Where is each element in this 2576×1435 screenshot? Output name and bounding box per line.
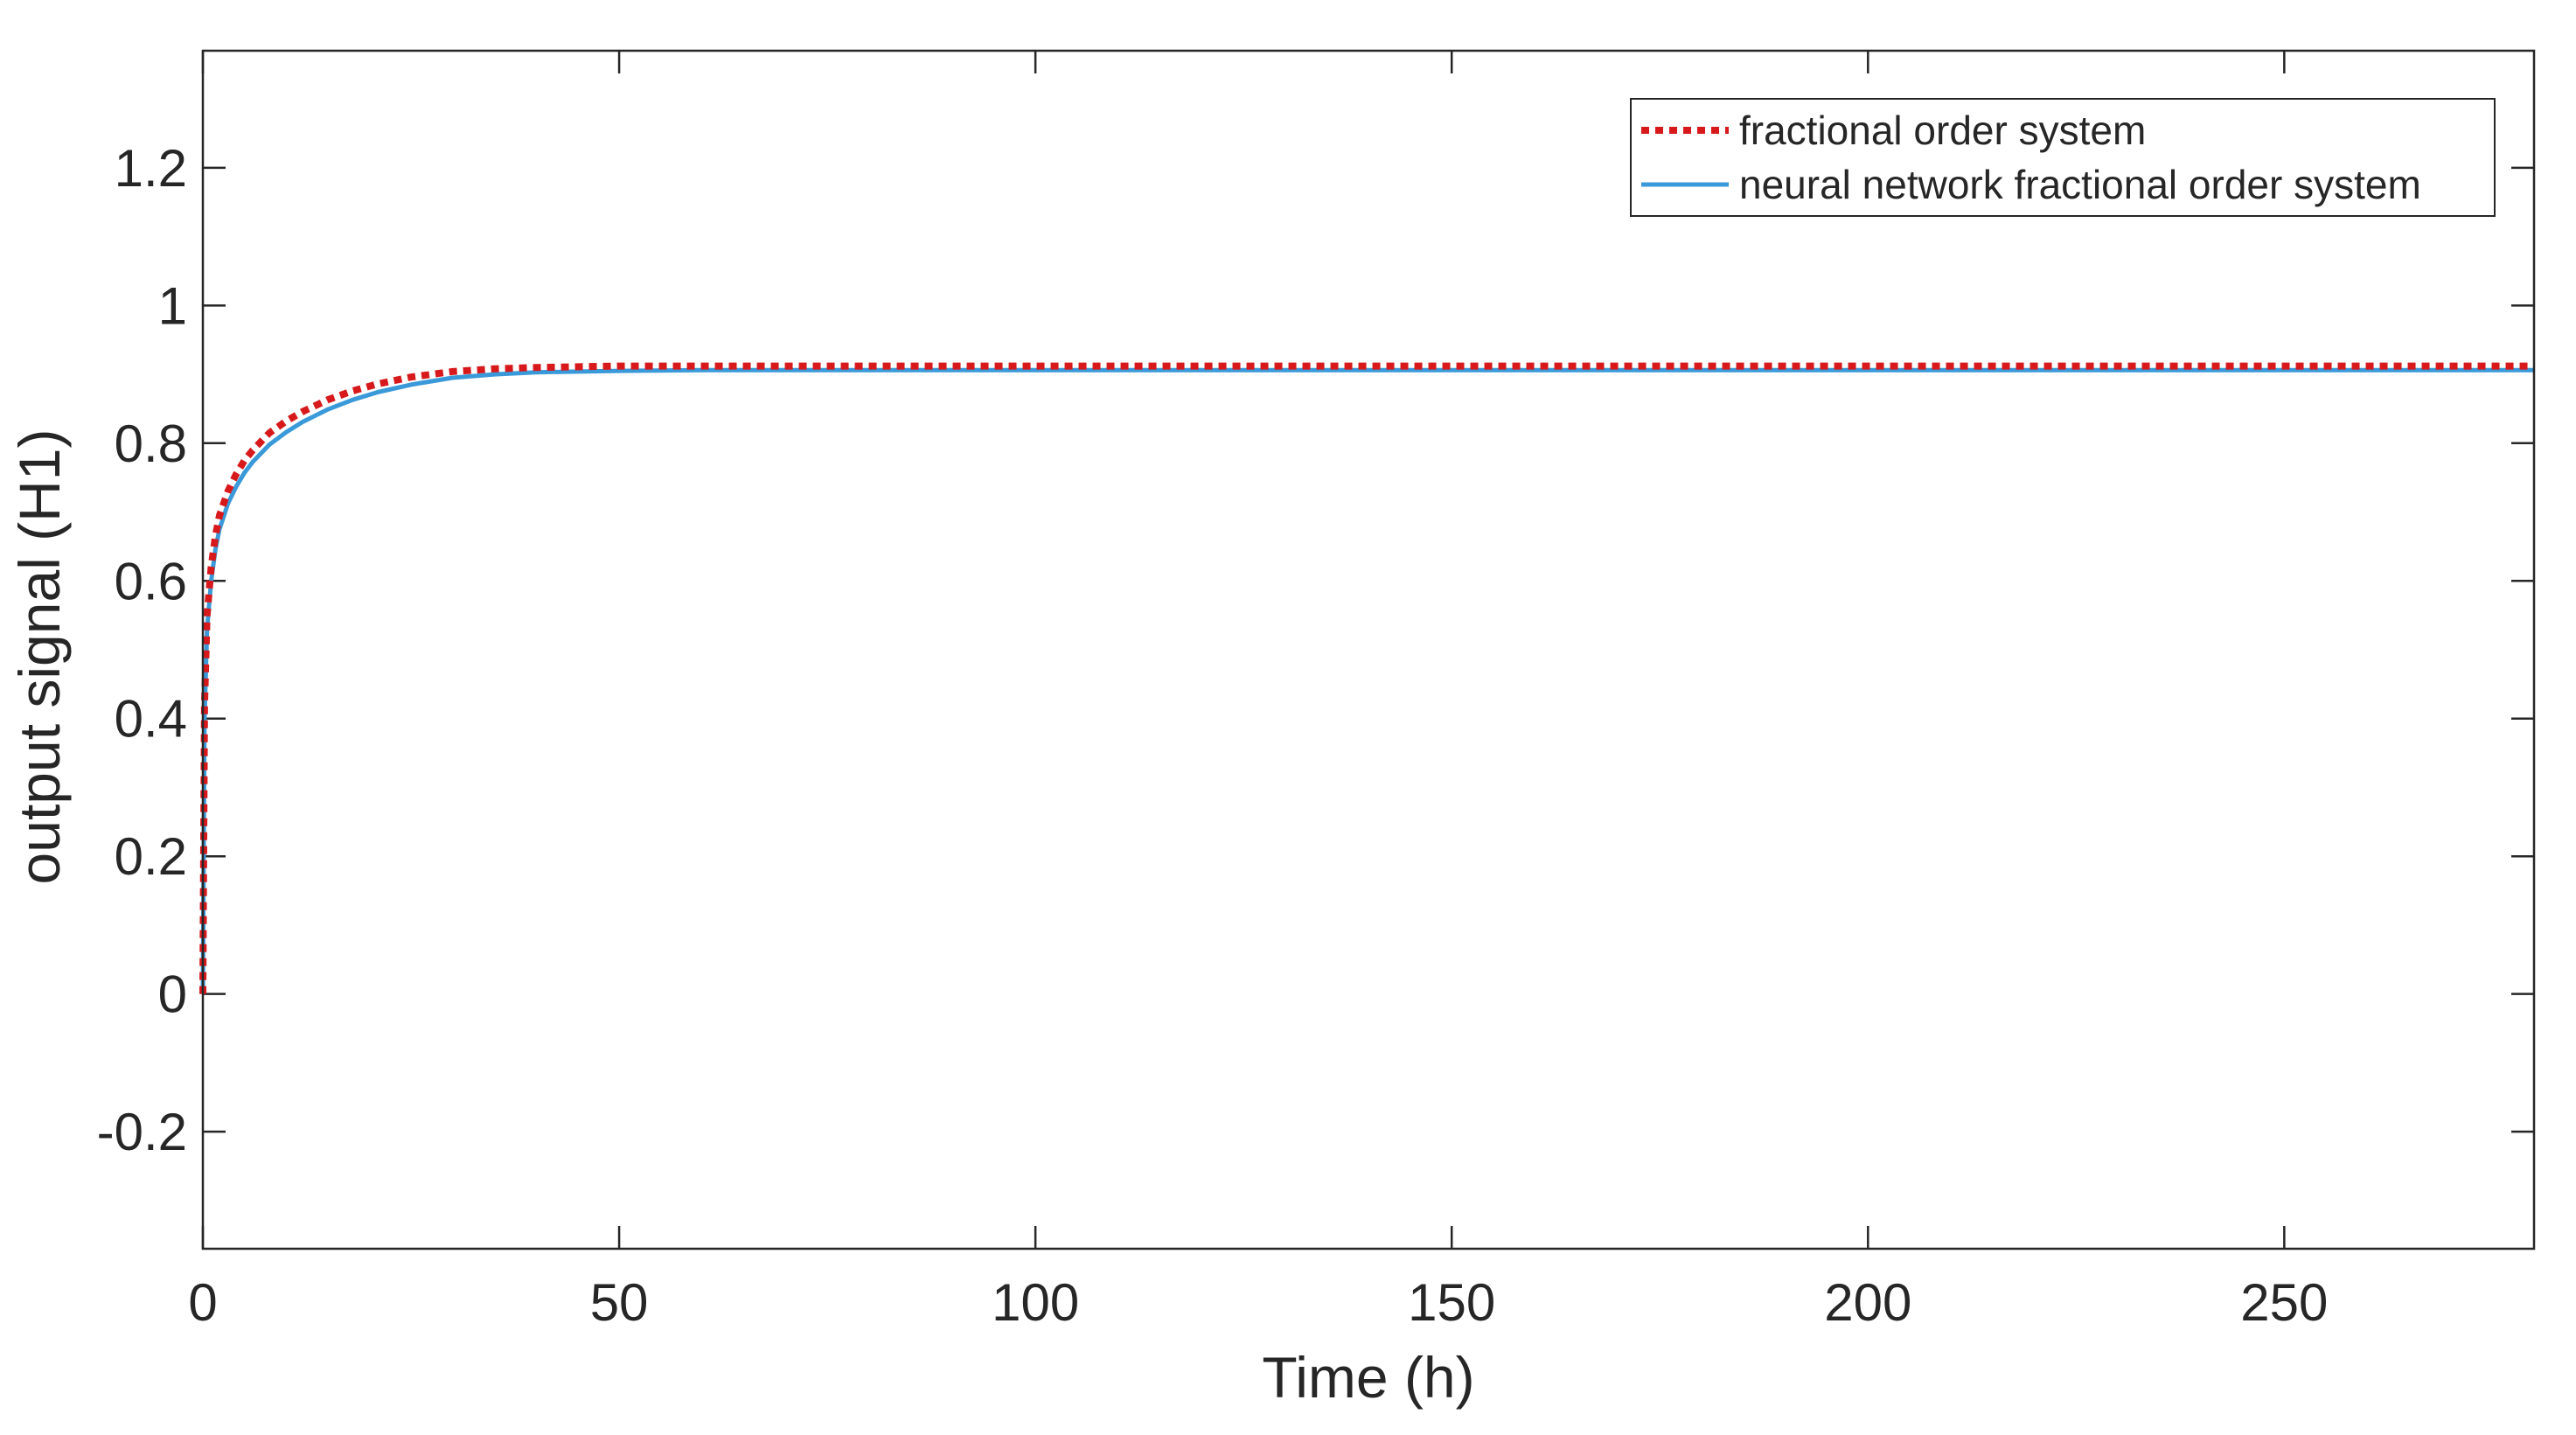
- legend-box: [1630, 98, 2496, 217]
- series-layer: [199, 362, 2534, 994]
- y-tick-label-0-2: -0.2: [97, 1103, 187, 1161]
- plot-frame: [201, 49, 2536, 1250]
- x-tick-label-200: 200: [1824, 1273, 1911, 1332]
- y-tick-label-0-2: 0.2: [115, 827, 187, 886]
- y-tick-label-0: 0: [158, 965, 187, 1024]
- x-axis-tick-labels: 0 50 100 150 200 250: [188, 1273, 2328, 1332]
- x-tick-label-250: 250: [2240, 1273, 2328, 1332]
- x-tick-label-50: 50: [590, 1273, 649, 1332]
- series-line-fractional-order-system: [199, 362, 2534, 994]
- y-tick-label-1: 1: [158, 276, 187, 335]
- x-axis-title: Time (h): [1262, 1345, 1474, 1410]
- y-axis-ticks: [203, 166, 2534, 1133]
- y-tick-label-0-8: 0.8: [115, 414, 187, 473]
- y-tick-label-1-2: 1.2: [115, 139, 187, 198]
- x-tick-label-150: 150: [1408, 1273, 1495, 1332]
- legend-label-neural-network-fractional-order-system: neural network fractional order system: [1739, 162, 2421, 207]
- plot-area: [203, 51, 2534, 1249]
- x-tick-label-100: 100: [992, 1273, 1079, 1332]
- y-tick-label-0-6: 0.6: [115, 552, 187, 610]
- y-tick-label-0-4: 0.4: [115, 690, 187, 749]
- legend: fractional order system neural network f…: [1630, 98, 2496, 217]
- legend-label-fractional-order-system: fractional order system: [1739, 108, 2146, 153]
- x-tick-label-0: 0: [188, 1273, 217, 1332]
- y-axis-title: output signal (H1): [7, 429, 72, 885]
- y-axis-tick-labels: -0.2 0 0.2 0.4 0.6 0.8 1 1.2: [97, 139, 187, 1161]
